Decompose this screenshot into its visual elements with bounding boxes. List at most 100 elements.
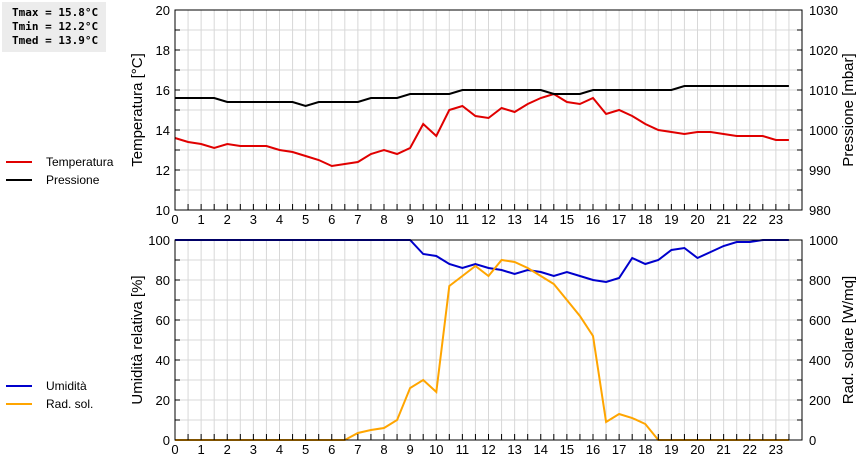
x-tick-label: 2: [224, 442, 231, 457]
x-tick-label: 18: [638, 442, 652, 457]
x-tick-label: 19: [664, 442, 678, 457]
y-tick-label: 20: [156, 3, 170, 18]
x-tick-label: 14: [534, 212, 548, 227]
legend-top: Temperatura Pressione: [6, 153, 113, 189]
y-tick-label: 18: [156, 43, 170, 58]
x-tick-label: 19: [664, 212, 678, 227]
series-pressione: [175, 85, 789, 108]
y2-tick-label: 1010: [809, 83, 838, 98]
x-tick-label: 6: [328, 442, 335, 457]
x-tick-label: 20: [690, 212, 704, 227]
y2-tick-label: 1030: [809, 3, 838, 18]
series-temperatura: [174, 92, 789, 168]
x-tick-label: 3: [250, 212, 257, 227]
x-tick-label: 10: [429, 442, 443, 457]
legend-label-temperatura: Temperatura: [46, 155, 114, 169]
x-tick-label: 13: [507, 212, 521, 227]
y-axis-title: Temperatura [°C]: [129, 53, 146, 167]
legend-swatch-umidita: [6, 385, 32, 387]
tmed-label: Tmed = 13.9°C: [12, 34, 99, 47]
y2-tick-label: 600: [809, 313, 831, 328]
x-tick-label: 22: [743, 442, 757, 457]
x-tick-label: 16: [586, 442, 600, 457]
y2-tick-label: 0: [809, 433, 816, 448]
legend-label-umidita: Umidità: [46, 379, 87, 393]
x-tick-label: 21: [716, 212, 730, 227]
y-tick-label: 40: [156, 353, 170, 368]
series-umidit-: [175, 239, 789, 284]
chart-temperature-pressure: 0 1 2 3 4 5 6 7 8 9 10 11 12 13 14 15 16 17 18 19 20 21 22 2310…: [129, 3, 857, 227]
x-tick-label: 5: [302, 442, 309, 457]
tmax-label: Tmax = 15.8°C: [12, 6, 99, 19]
x-tick-label: 8: [380, 212, 387, 227]
y-tick-label: 60: [156, 313, 170, 328]
legend-item-temperatura: Temperatura: [6, 153, 113, 171]
grid: [175, 240, 802, 440]
y2-tick-label: 1000: [809, 123, 838, 138]
y-tick-label: 0: [163, 433, 170, 448]
y-axis-title: Umidità relativa [%]: [129, 275, 146, 404]
y-tick-label: 10: [156, 203, 170, 218]
x-tick-label: 13: [507, 442, 521, 457]
grid: [175, 10, 802, 210]
x-tick-label: 1: [198, 212, 205, 227]
legend-swatch-temperatura: [6, 161, 32, 163]
x-tick-label: 9: [407, 212, 414, 227]
x-tick-label: 8: [380, 442, 387, 457]
x-tick-label: 17: [612, 442, 626, 457]
y-tick-label: 16: [156, 83, 170, 98]
temperature-stats-box: Tmax = 15.8°C Tmin = 12.2°C Tmed = 13.9°…: [2, 2, 106, 52]
tmin-label: Tmin = 12.2°C: [12, 20, 99, 33]
x-tick-label: 12: [481, 212, 495, 227]
x-tick-label: 10: [429, 212, 443, 227]
legend-bottom: Umidità Rad. sol.: [6, 377, 93, 413]
x-tick-label: 9: [407, 442, 414, 457]
y2-tick-label: 400: [809, 353, 831, 368]
x-tick-label: 5: [302, 212, 309, 227]
y2-axis-title: Rad. solare [W/mq]: [840, 276, 857, 404]
x-tick-label: 11: [456, 212, 470, 227]
y2-tick-label: 990: [809, 163, 831, 178]
y-tick-label: 14: [156, 123, 170, 138]
x-tick-label: 23: [769, 442, 783, 457]
y2-tick-label: 1000: [809, 233, 838, 248]
legend-item-umidita: Umidità: [6, 377, 93, 395]
x-tick-label: 18: [638, 212, 652, 227]
x-tick-label: 1: [198, 442, 205, 457]
x-tick-label: 4: [276, 212, 283, 227]
chart-humidity-radiation: 0 1 2 3 4 5 6 7 8 9 10 11 12 13 14 15 16 17 18 19 20 21 22 2302…: [129, 233, 857, 457]
x-tick-label: 15: [560, 212, 574, 227]
y2-tick-label: 1020: [809, 43, 838, 58]
x-tick-label: 11: [456, 442, 470, 457]
x-tick-label: 0: [171, 212, 178, 227]
legend-label-rad-sol: Rad. sol.: [46, 397, 94, 411]
y-tick-label: 12: [156, 163, 170, 178]
legend-swatch-pressione: [6, 179, 32, 181]
legend-item-rad-sol: Rad. sol.: [6, 395, 93, 413]
legend-label-pressione: Pressione: [46, 173, 100, 187]
x-tick-label: 12: [481, 442, 495, 457]
y-tick-label: 100: [148, 233, 170, 248]
legend-item-pressione: Pressione: [6, 171, 113, 189]
x-tick-label: 0: [171, 442, 178, 457]
x-tick-label: 2: [224, 212, 231, 227]
x-tick-label: 17: [612, 212, 626, 227]
x-tick-label: 7: [354, 442, 361, 457]
x-tick-label: 4: [276, 442, 283, 457]
x-tick-label: 22: [743, 212, 757, 227]
series-rad-sol-: [175, 258, 789, 441]
y2-tick-label: 800: [809, 273, 831, 288]
y2-tick-label: 200: [809, 393, 831, 408]
y2-tick-label: 980: [809, 203, 831, 218]
x-tick-label: 15: [560, 442, 574, 457]
y-tick-label: 80: [156, 273, 170, 288]
x-tick-label: 21: [716, 442, 730, 457]
x-tick-label: 20: [690, 442, 704, 457]
x-tick-label: 6: [328, 212, 335, 227]
x-tick-label: 7: [354, 212, 361, 227]
x-tick-label: 16: [586, 212, 600, 227]
x-tick-label: 23: [769, 212, 783, 227]
x-tick-label: 14: [534, 442, 548, 457]
y2-axis-title: Pressione [mbar]: [840, 53, 857, 166]
